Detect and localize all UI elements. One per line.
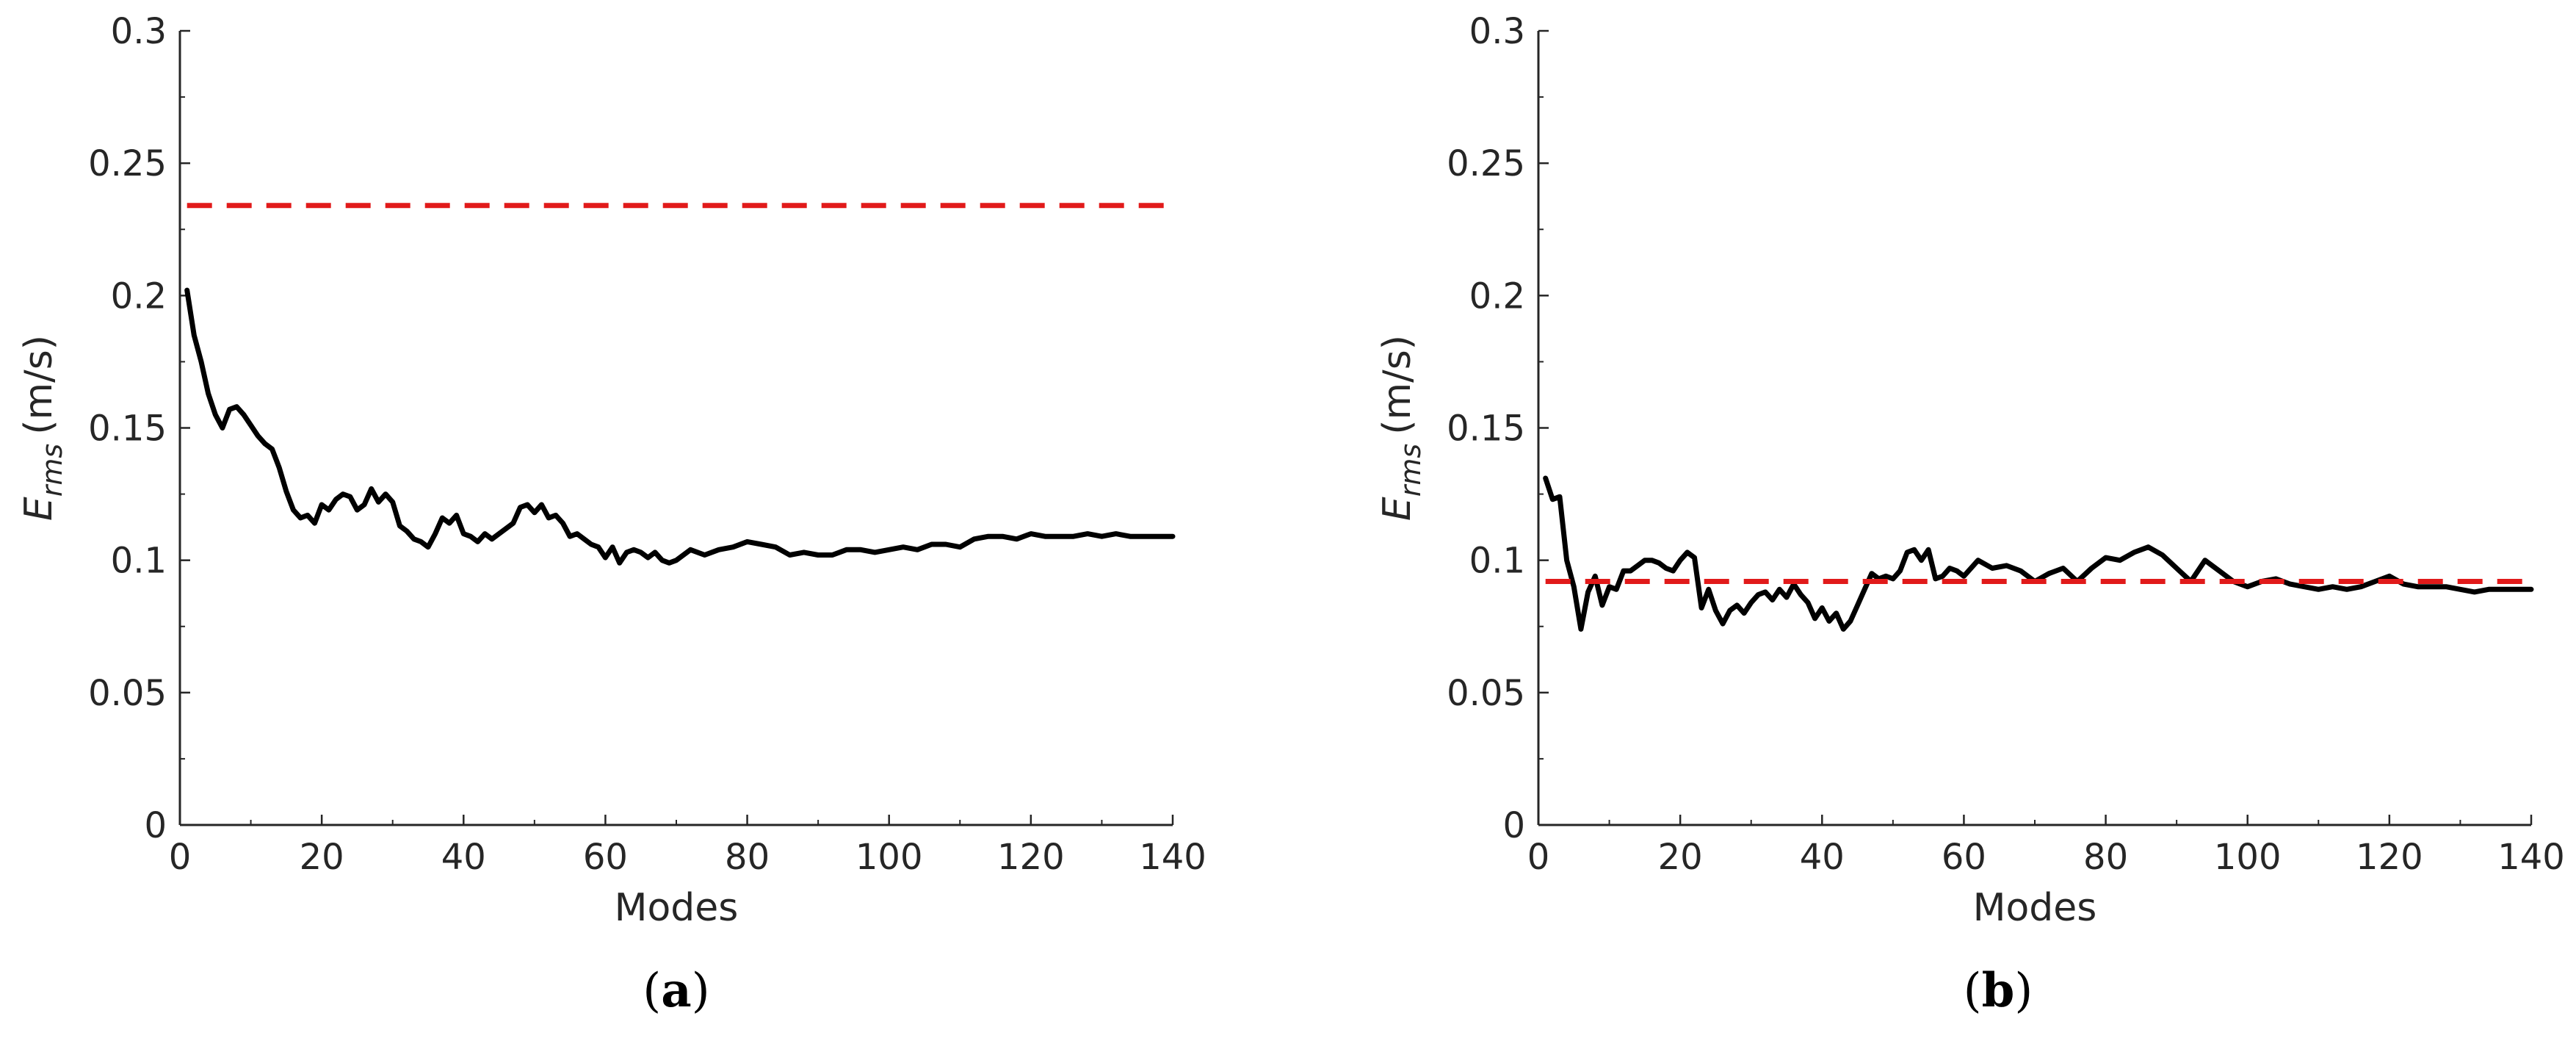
y-tick-label: 0.15: [1447, 408, 1525, 450]
x-tick-label: 0: [169, 837, 192, 878]
x-tick-label: 120: [997, 837, 1065, 878]
panel-label-a: (a): [643, 963, 709, 1018]
y-tick-label: 0.2: [1469, 275, 1525, 317]
x-axis-label: Modes: [615, 886, 739, 930]
chart-panel-b: 0 20 40 60 80 100 120 140 0 0.05 0.1 0.15 0.2 0.25 0.3…: [1375, 11, 2565, 1018]
x-tick-label: 40: [1800, 837, 1845, 878]
x-axis-label: Modes: [1973, 886, 2097, 930]
y-axis-label: Erms(m/s): [1375, 335, 1427, 521]
x-tick-label: 60: [1942, 837, 1986, 878]
y-tick-label: 0.25: [88, 143, 167, 184]
x-tick-label: 0: [1527, 837, 1550, 878]
y-tick-label: 0.15: [88, 408, 167, 450]
x-tick-label: 20: [300, 837, 344, 878]
x-tick-label: 60: [583, 837, 628, 878]
x-tick-label: 100: [855, 837, 923, 878]
x-tick-label: 100: [2214, 837, 2282, 878]
x-tick-label: 80: [725, 837, 770, 878]
y-tick-label: 0.25: [1447, 143, 1525, 184]
y-tick-label: 0.1: [111, 541, 167, 582]
error-series-line: [1543, 475, 2534, 632]
chart-panel-a: 0 20 40 60 80 100 120 140 0 0.05 0.1 0.15 0.2 0.25 0.3…: [17, 11, 1206, 1018]
y-tick-label: 0.1: [1469, 541, 1525, 582]
y-tick-label: 0.05: [88, 673, 167, 714]
x-tick-label: 40: [441, 837, 486, 878]
y-tick-label: 0: [144, 805, 167, 846]
x-tick-label: 120: [2356, 837, 2423, 878]
y-axis-label: Erms(m/s): [17, 335, 68, 521]
y-tick-label: 0: [1502, 805, 1525, 846]
y-tick-label: 0.3: [111, 11, 167, 52]
error-series-line: [184, 287, 1176, 566]
x-tick-label: 140: [1139, 837, 1206, 878]
x-tick-label: 140: [2497, 837, 2565, 878]
panel-label-b: (b): [1964, 963, 2033, 1018]
y-tick-label: 0.3: [1469, 11, 1525, 52]
x-tick-label: 20: [1658, 837, 1703, 878]
x-tick-label: 80: [2083, 837, 2128, 878]
y-tick-label: 0.2: [111, 275, 167, 317]
y-tick-label: 0.05: [1447, 673, 1525, 714]
